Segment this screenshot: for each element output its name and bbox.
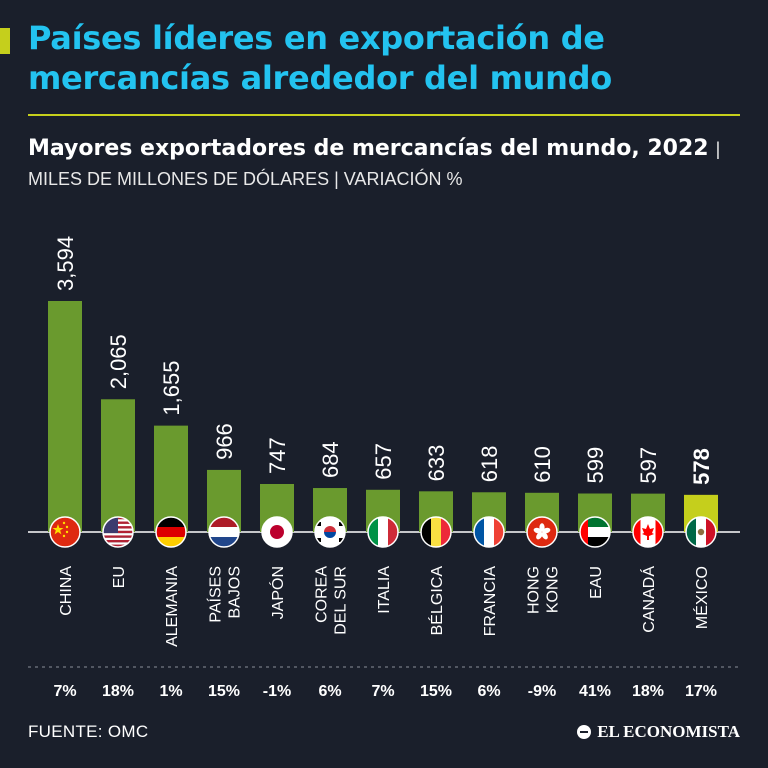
value-label-paises-bajos: 966 [212, 423, 237, 460]
variation-label-belgica: 15% [420, 683, 452, 700]
brand-name: EL ECONOMISTA [597, 722, 740, 741]
category-label-mexico: MÉXICO [692, 566, 711, 629]
category-label-hong-kong: HONG KONG [526, 566, 562, 614]
usa-flag-icon [102, 516, 134, 548]
uae-flag-icon [579, 516, 611, 548]
variation-label-japon: -1% [263, 683, 291, 700]
japan-flag-icon [261, 516, 293, 548]
value-label-mexico: 578 [689, 448, 714, 485]
value-label-hong-kong: 610 [530, 446, 555, 483]
brand-icon [577, 725, 592, 739]
germany-flag-icon [155, 516, 187, 548]
canada-flag-icon [632, 516, 664, 548]
chart-subtitle: Mayores exportadores de mercancías del m… [28, 134, 748, 194]
page-title: Países líderes en exportación de mercanc… [28, 19, 612, 97]
category-label-alemania: ALEMANIA [164, 566, 181, 647]
variation-label-canada: 18% [632, 683, 664, 700]
category-label-eu: EU [111, 566, 128, 588]
south-korea-flag-icon [314, 516, 346, 548]
value-label-canada: 597 [636, 447, 661, 484]
variation-label-francia: 6% [477, 683, 500, 700]
variation-label-mexico: 17% [685, 683, 717, 700]
china-flag-icon [49, 516, 81, 548]
hong-kong-flag-icon [526, 516, 558, 548]
bar-china [48, 301, 82, 532]
subtitle-main: Mayores exportadores de mercancías del m… [28, 136, 709, 161]
value-label-eau: 599 [583, 447, 608, 484]
netherlands-flag-icon [208, 516, 240, 548]
category-label-italia: ITALIA [376, 566, 393, 614]
title-accent-bar [0, 28, 10, 54]
value-label-francia: 618 [477, 446, 502, 483]
value-label-japon: 747 [265, 437, 290, 474]
mexico-flag-icon [685, 516, 717, 548]
title-divider [28, 114, 740, 116]
category-label-eau: EAU [588, 566, 605, 599]
value-label-alemania: 1,655 [159, 361, 184, 416]
category-label-canada: CANADÁ [639, 566, 658, 633]
belgium-flag-icon [420, 516, 452, 548]
value-label-corea-del-sur: 684 [318, 441, 343, 478]
variation-label-china: 7% [53, 683, 76, 700]
variation-label-italia: 7% [371, 683, 394, 700]
category-label-francia: FRANCIA [482, 566, 499, 637]
france-flag-icon [473, 516, 505, 548]
brand-logo: EL ECONOMISTA [577, 722, 740, 742]
bar-eu [101, 399, 135, 532]
value-label-eu: 2,065 [106, 334, 131, 389]
variation-label-eu: 18% [102, 683, 134, 700]
variation-label-eau: 41% [579, 683, 611, 700]
category-label-paises-bajos: PAÍSES BAJOS [206, 566, 244, 623]
value-label-italia: 657 [371, 443, 396, 480]
value-label-belgica: 633 [424, 445, 449, 482]
variation-label-alemania: 1% [159, 683, 182, 700]
category-label-belgica: BÉLGICA [427, 566, 446, 636]
value-label-china: 3,594 [53, 236, 78, 291]
variation-label-corea-del-sur: 6% [318, 683, 341, 700]
category-label-japon: JAPÓN [268, 566, 287, 619]
source-note: FUENTE: OMC [28, 722, 149, 741]
variation-label-hong-kong: -9% [528, 683, 556, 700]
variation-label-paises-bajos: 15% [208, 683, 240, 700]
category-label-china: CHINA [58, 566, 75, 616]
bar-alemania [154, 425, 188, 532]
category-label-corea-del-sur: COREA DEL SUR [314, 566, 350, 635]
subtitle-units: | MILES DE MILLONES DE DÓLARES | VARIACI… [28, 139, 721, 189]
italy-flag-icon [367, 516, 399, 548]
